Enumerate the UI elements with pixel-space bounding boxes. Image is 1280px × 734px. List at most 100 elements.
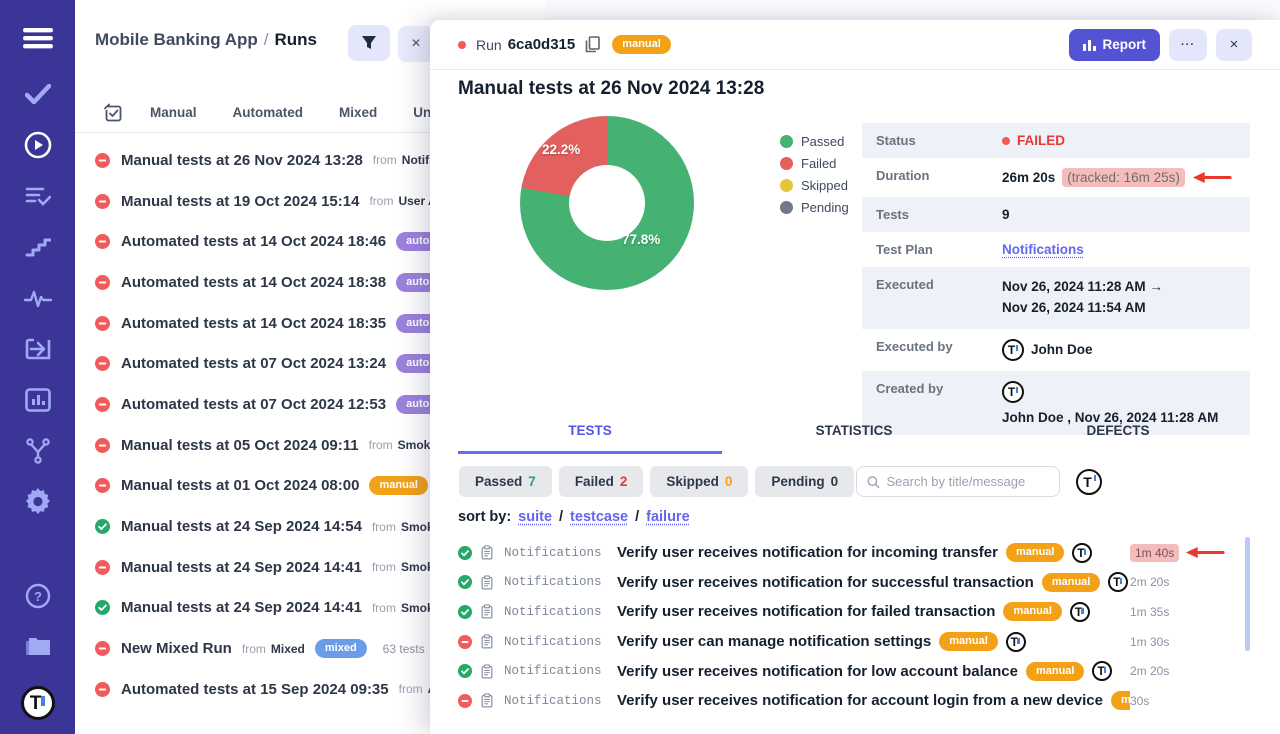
run-item-title: Automated tests at 14 Oct 2024 18:35	[121, 314, 387, 332]
created-by-value: John Doe , Nov 26, 2024 11:28 AM	[1002, 409, 1219, 425]
info-row-executed-by: Executed by T John Doe	[862, 329, 1250, 371]
select-runs-icon[interactable]	[103, 103, 122, 122]
run-detail-panel: Run 6ca0d315 manual Report ··· × Manual …	[430, 20, 1280, 734]
detail-close-button[interactable]: ×	[1216, 28, 1252, 61]
menu-icon[interactable]	[0, 8, 75, 68]
red-arrow-icon	[1192, 172, 1232, 183]
run-item-title: Manual tests at 24 Sep 2024 14:54	[121, 518, 362, 536]
tab-statistics[interactable]: STATISTICS	[815, 423, 893, 438]
legend-label: Skipped	[801, 178, 848, 193]
filter-chip-skipped[interactable]: Skipped 0	[650, 466, 749, 497]
run-item-title: Automated tests at 07 Oct 2024 12:53	[121, 395, 387, 413]
runs-icon[interactable]	[0, 119, 75, 170]
run-list-item[interactable]: New Mixed Run from Mixed mixed 63 tests	[75, 628, 545, 669]
sort-by-suite[interactable]: suite	[518, 509, 553, 525]
sort-separator: /	[559, 509, 564, 525]
tab-mixed[interactable]: Mixed	[339, 105, 378, 120]
testcase-icon	[481, 575, 493, 590]
legend-label: Passed	[801, 134, 845, 149]
analytics-icon[interactable]	[0, 374, 75, 425]
test-row[interactable]: Notifications Verify user receives notifi…	[458, 686, 1250, 716]
activity-icon[interactable]	[0, 272, 75, 323]
import-icon[interactable]	[0, 323, 75, 374]
test-title: Verify user receives notification for in…	[617, 544, 998, 562]
test-plan-link[interactable]: Notifications	[1002, 242, 1084, 257]
runs-panel-close-button[interactable]: ×	[398, 26, 434, 62]
run-detail-header: Run 6ca0d315 manual Report ··· ×	[430, 20, 1280, 70]
info-row-plan: Test Plan Notifications	[876, 242, 1084, 257]
run-item-title: Manual tests at 01 Oct 2024 08:00	[121, 477, 360, 495]
chip-count: 0	[724, 474, 733, 489]
report-button[interactable]: Report	[1068, 28, 1160, 61]
run-info-table: Status FAILED Duration 26m 20s (tracked:…	[862, 123, 1250, 435]
more-options-button[interactable]: ···	[1169, 28, 1207, 61]
project-name: Mobile Banking App	[95, 30, 258, 49]
filter-chip-failed[interactable]: Failed 2	[558, 466, 644, 497]
passed-status-icon	[95, 600, 110, 616]
red-arrow-icon	[1186, 547, 1225, 559]
user-avatar-icon: T	[1108, 572, 1129, 593]
run-title: Manual tests at 26 Nov 2024 13:28	[458, 78, 765, 99]
results-donut-chart: 22.2% 77.8%	[520, 116, 694, 290]
from-word: from	[398, 682, 423, 697]
legend-label: Failed	[801, 156, 837, 171]
assignee-filter-avatar[interactable]: T	[1076, 469, 1102, 495]
failed-status-icon	[95, 559, 110, 575]
legend-dot-icon	[780, 157, 793, 170]
test-suite-name: Notifications	[504, 575, 602, 590]
test-row[interactable]: Notifications Verify user receives notifi…	[458, 568, 1250, 598]
from-word: from	[241, 641, 266, 656]
runs-panel-header: Mobile Banking App / Runs ×	[75, 0, 545, 86]
settings-icon[interactable]	[0, 476, 75, 527]
user-avatar-icon: T	[1005, 631, 1026, 652]
chip-count: 0	[830, 474, 839, 489]
tab-defects[interactable]: DEFECTS	[1086, 423, 1150, 438]
test-row[interactable]: Notifications Verify user can manage noti…	[458, 627, 1250, 657]
legend-dot-icon	[780, 201, 793, 214]
copy-icon	[585, 36, 601, 53]
test-row[interactable]: Notifications Verify user receives notifi…	[458, 597, 1250, 627]
sort-by-testcase[interactable]: testcase	[570, 509, 629, 525]
chip-label: Skipped	[666, 474, 719, 489]
test-suite-name: Notifications	[504, 634, 602, 649]
info-row-duration: Duration 26m 20s (tracked: 16m 25s)	[862, 158, 1250, 197]
tab-manual[interactable]: Manual	[150, 105, 197, 120]
milestones-icon[interactable]	[0, 221, 75, 272]
tab-tests[interactable]: TESTS	[458, 423, 722, 454]
tab-automated[interactable]: Automated	[232, 105, 304, 120]
copy-run-id-button[interactable]	[585, 36, 601, 53]
branch-icon[interactable]	[0, 425, 75, 476]
filter-button[interactable]	[348, 25, 390, 61]
test-row[interactable]: Notifications Verify user receives notifi…	[458, 538, 1250, 568]
run-item-title: New Mixed Run	[121, 640, 232, 658]
chip-label: Failed	[574, 474, 614, 489]
test-row[interactable]: Notifications Verify user receives notifi…	[458, 656, 1250, 686]
run-item-title: Manual tests at 26 Nov 2024 13:28	[121, 151, 363, 169]
run-source-suite: Smoke	[397, 438, 437, 453]
sort-by-failure[interactable]: failure	[646, 509, 690, 525]
search-icon	[867, 475, 880, 488]
failed-status-icon	[95, 437, 110, 453]
search-box	[856, 466, 1060, 497]
help-icon[interactable]: ?	[0, 570, 75, 621]
tests-icon[interactable]	[0, 68, 75, 119]
test-title: Verify user receives notification for su…	[617, 573, 1034, 591]
passed-status-icon	[458, 664, 472, 679]
filter-chip-passed[interactable]: Passed 7	[459, 466, 552, 497]
search-input[interactable]	[886, 474, 1049, 489]
legend-item-pending: Pending	[780, 200, 849, 215]
filter-chip-pending[interactable]: Pending 0	[755, 466, 855, 497]
test-type-badge: manual	[939, 632, 998, 652]
run-status-dot	[458, 40, 466, 49]
from-word: from	[371, 560, 396, 575]
workspace-logo[interactable]: T	[0, 672, 75, 734]
test-plans-icon[interactable]	[0, 170, 75, 221]
test-duration: 30s	[1130, 693, 1150, 708]
test-suite-name: Notifications	[504, 693, 602, 708]
failed-status-icon	[95, 234, 110, 250]
projects-icon[interactable]	[0, 621, 75, 672]
test-list-scrollbar[interactable]	[1245, 537, 1250, 651]
testcase-icon	[481, 693, 493, 708]
test-type-badge: manual	[1110, 691, 1130, 711]
executed-by-value: John Doe	[1031, 342, 1093, 358]
